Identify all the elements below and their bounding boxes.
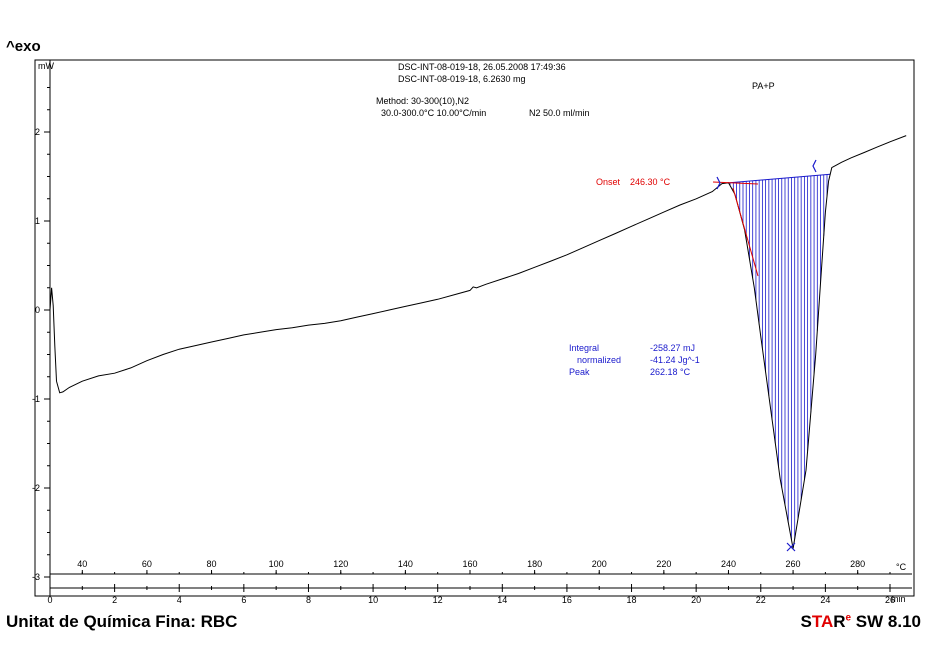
temp-tick-label: 280 <box>850 559 865 569</box>
integral-annotation: Integral -258.27 mJ normalized -41.24 Jg… <box>569 343 700 377</box>
temp-tick-label: 220 <box>656 559 671 569</box>
time-tick-label: 10 <box>368 595 378 605</box>
brand-s: S <box>800 612 812 631</box>
y-tick-label: -3 <box>32 572 40 582</box>
onset-value: 246.30 °C <box>630 177 671 187</box>
x-temp-unit-label: °C <box>896 562 907 572</box>
time-tick-label: 4 <box>177 595 182 605</box>
time-tick-label: 22 <box>756 595 766 605</box>
curve-layer <box>49 135 907 549</box>
temp-tick-label: 100 <box>269 559 284 569</box>
integration-baseline <box>726 173 831 184</box>
time-tick-label: 18 <box>627 595 637 605</box>
y-tick-label: 2 <box>35 127 40 137</box>
time-tick-label: 0 <box>47 595 52 605</box>
y-tick-label: 1 <box>35 216 40 226</box>
normalized-value: -41.24 Jg^-1 <box>650 355 700 365</box>
footer-lab-name: Unitat de Química Fina: RBC <box>6 612 238 631</box>
right-limit-marker <box>812 159 817 173</box>
integral-label: Integral <box>569 343 599 353</box>
time-tick-label: 14 <box>497 595 507 605</box>
header-line2: DSC-INT-08-019-18, 6.2630 mg <box>398 74 526 84</box>
time-tick-label: 24 <box>820 595 830 605</box>
software-version: SW 8.10 <box>851 612 921 631</box>
integral-hatch <box>726 173 831 540</box>
time-tick-label: 6 <box>241 595 246 605</box>
y-tick-label: -1 <box>32 394 40 404</box>
time-tick-label: 8 <box>306 595 311 605</box>
header-method: Method: 30-300(10),N2 <box>376 96 469 106</box>
header-conditions: 30.0-300.0°C 10.00°C/min <box>381 108 486 118</box>
onset-annotation: Onset 246.30 °C <box>596 177 759 277</box>
temp-tick-label: 60 <box>142 559 152 569</box>
temp-tick-label: 240 <box>721 559 736 569</box>
temp-tick-label: 80 <box>207 559 217 569</box>
onset-tangent-line <box>712 181 759 185</box>
sample-label: PA+P <box>752 81 775 91</box>
integral-value: -258.27 mJ <box>650 343 695 353</box>
temp-tick-label: 140 <box>398 559 413 569</box>
onset-inflection-tangent <box>732 187 759 277</box>
peak-marker <box>786 542 796 552</box>
time-tick-label: 20 <box>691 595 701 605</box>
temp-tick-label: 260 <box>786 559 801 569</box>
peak-value: 262.18 °C <box>650 367 691 377</box>
peak-label: Peak <box>569 367 590 377</box>
brand-e: e <box>845 612 852 624</box>
footer-software-brand: STARe SW 8.10 <box>800 612 921 632</box>
brand-r: R <box>833 612 846 631</box>
temp-tick-label: 160 <box>462 559 477 569</box>
onset-label: Onset <box>596 177 621 187</box>
temp-tick-label: 120 <box>333 559 348 569</box>
temp-tick-label: 180 <box>527 559 542 569</box>
dsc-curve-line <box>49 135 907 549</box>
time-tick-label: 12 <box>433 595 443 605</box>
header-line1: DSC-INT-08-019-18, 26.05.2008 17:49:36 <box>398 62 566 72</box>
left-limit-marker <box>716 176 721 190</box>
dsc-chart: mW °C min DSC-INT-08-019-18, 26.05.2008 … <box>32 59 915 605</box>
brand-ta: TA <box>811 612 834 631</box>
normalized-label: normalized <box>577 355 621 365</box>
x-time-unit-label: min <box>891 594 906 604</box>
time-tick-label: 26 <box>885 595 895 605</box>
y-unit-label: mW <box>38 61 54 71</box>
temp-tick-label: 40 <box>77 559 87 569</box>
y-tick-label: -2 <box>32 483 40 493</box>
header-gas: N2 50.0 ml/min <box>529 108 590 118</box>
y-tick-label: 0 <box>35 305 40 315</box>
exo-label: ^exo <box>6 38 41 55</box>
temp-tick-label: 200 <box>592 559 607 569</box>
time-tick-label: 2 <box>112 595 117 605</box>
time-tick-label: 16 <box>562 595 572 605</box>
plot-frame <box>34 59 915 597</box>
integration-limit-markers <box>716 159 817 552</box>
